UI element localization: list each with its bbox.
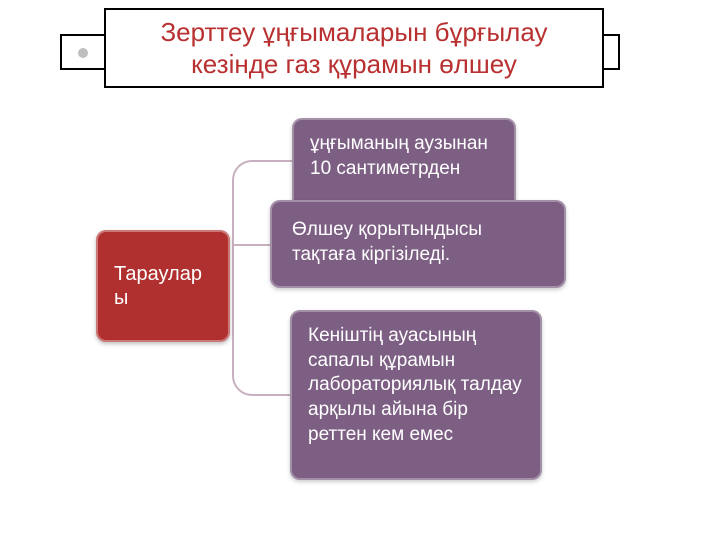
branch-node-3: Кеніштің ауасының сапалы құрамын лаборат… — [290, 310, 542, 480]
connector-to-branch-3 — [232, 286, 294, 396]
branch-node-2: Өлшеу қорытындысы тақтаға кіргізіледі. — [270, 200, 566, 288]
title-box: Зерттеу ұңғымаларын бұрғылау кезінде газ… — [104, 8, 604, 88]
connector-to-branch-2 — [232, 244, 274, 246]
root-label: Тараулары — [114, 262, 216, 310]
branch-3-label: Кеніштің ауасының сапалы құрамын лаборат… — [308, 325, 522, 445]
root-node: Тараулары — [96, 230, 230, 342]
bullet-dot — [78, 48, 88, 58]
branch-1-label: ұңғыманың аузынан 10 сантиметрден — [310, 133, 488, 179]
title-text: Зерттеу ұңғымаларын бұрғылау кезінде газ… — [124, 16, 584, 81]
branch-2-label: Өлшеу қорытындысы тақтаға кіргізіледі. — [292, 219, 482, 265]
